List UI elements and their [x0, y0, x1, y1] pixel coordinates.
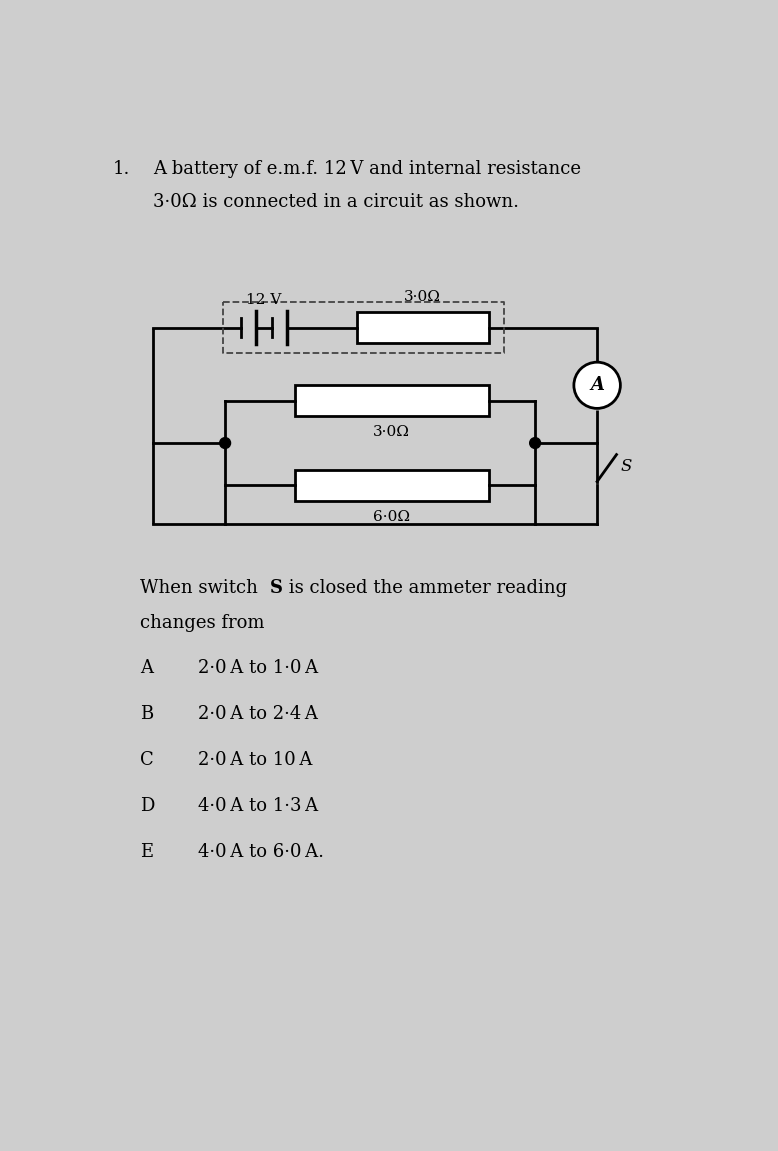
Text: A battery of e.m.f. 12 V and internal resistance: A battery of e.m.f. 12 V and internal re… — [153, 160, 581, 178]
Text: D: D — [140, 798, 154, 815]
Text: 6·0Ω: 6·0Ω — [373, 510, 410, 524]
Text: 2·0 A to 1·0 A: 2·0 A to 1·0 A — [198, 658, 318, 677]
Text: 3·0Ω: 3·0Ω — [405, 290, 441, 305]
FancyBboxPatch shape — [295, 470, 489, 501]
Text: 1.: 1. — [113, 160, 130, 178]
Text: 3·0Ω: 3·0Ω — [373, 426, 410, 440]
Text: S: S — [270, 579, 283, 597]
Text: 4·0 A to 6·0 A.: 4·0 A to 6·0 A. — [198, 844, 324, 861]
Text: When switch: When switch — [140, 579, 264, 597]
Circle shape — [574, 363, 620, 409]
Text: S: S — [620, 458, 632, 474]
Text: is closed the ammeter reading: is closed the ammeter reading — [283, 579, 567, 597]
Text: 2·0 A to 10 A: 2·0 A to 10 A — [198, 752, 313, 769]
Text: B: B — [140, 704, 153, 723]
Text: 3·0Ω is connected in a circuit as shown.: 3·0Ω is connected in a circuit as shown. — [153, 192, 519, 211]
FancyBboxPatch shape — [357, 312, 489, 343]
Text: C: C — [140, 752, 153, 769]
FancyBboxPatch shape — [295, 386, 489, 417]
Text: 2·0 A to 2·4 A: 2·0 A to 2·4 A — [198, 704, 318, 723]
Text: 12 V: 12 V — [246, 292, 282, 307]
Circle shape — [219, 437, 230, 449]
Text: E: E — [140, 844, 153, 861]
Text: A: A — [140, 658, 152, 677]
Text: A: A — [591, 376, 605, 395]
Circle shape — [530, 437, 541, 449]
Text: 4·0 A to 1·3 A: 4·0 A to 1·3 A — [198, 798, 318, 815]
Text: changes from: changes from — [140, 613, 265, 632]
